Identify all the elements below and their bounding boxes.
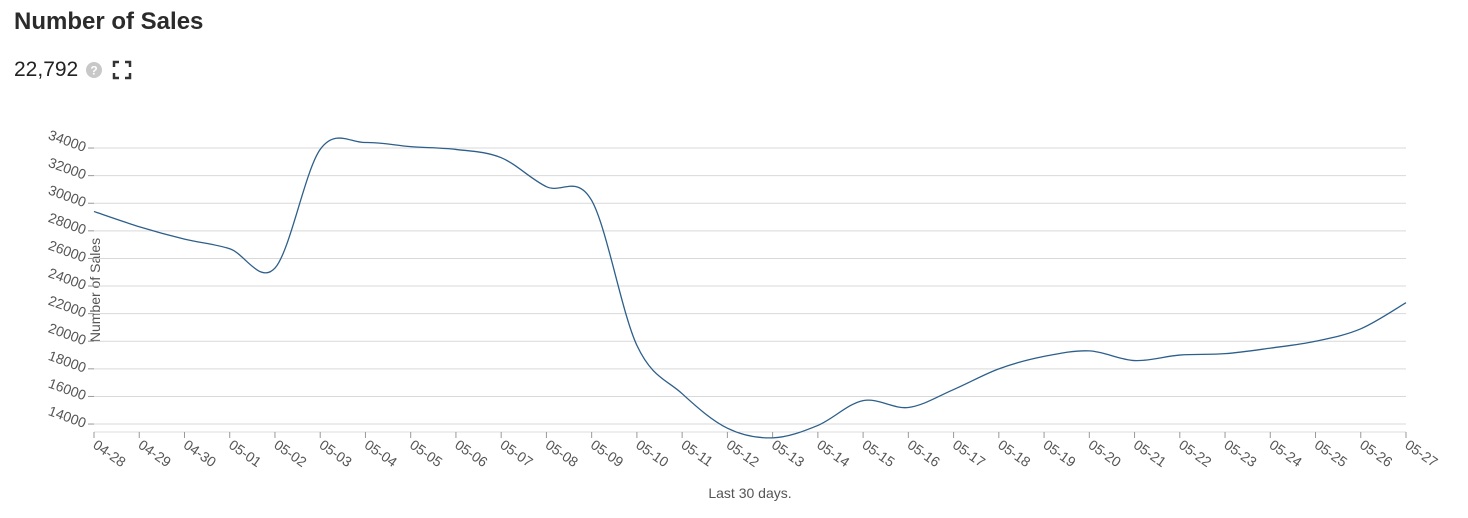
metric-value: 22,792: [14, 58, 79, 81]
data-line: [93, 137, 1407, 439]
x-tick-label: 04-30: [181, 436, 220, 470]
y-tick-label: 20000: [46, 320, 88, 348]
y-tick-label: 22000: [46, 292, 88, 320]
help-icon[interactable]: [86, 62, 103, 78]
x-tick-label: 05-20: [1086, 436, 1125, 470]
x-tick-label: 05-13: [769, 436, 808, 470]
y-tick-label: 30000: [46, 182, 88, 210]
x-tick-label: 05-26: [1357, 436, 1396, 470]
x-tick-label: 05-23: [1221, 436, 1260, 470]
x-tick-label: 05-22: [1176, 436, 1215, 470]
x-tick-label: 05-01: [226, 436, 265, 470]
x-tick-label: 05-03: [316, 436, 355, 470]
x-tick-label: 05-11: [678, 436, 716, 469]
x-tick-label: 05-21: [1131, 436, 1170, 470]
x-tick-label: 04-29: [136, 436, 175, 470]
x-axis-label: Last 30 days.: [708, 485, 791, 501]
x-tick-label: 05-05: [407, 436, 446, 470]
x-tick-label: 05-18: [995, 436, 1034, 470]
y-tick-label: 26000: [46, 237, 88, 265]
y-tick-label: 32000: [46, 154, 88, 182]
y-tick-label: 34000: [46, 127, 88, 155]
y-tick-label: 18000: [46, 347, 88, 375]
x-tick-label: 05-15: [859, 436, 898, 470]
x-tick-label: 05-17: [950, 436, 989, 470]
x-tick-label: 05-02: [271, 436, 310, 470]
metric: 22,792 ?: [14, 58, 144, 82]
x-tick-label: 05-27: [1402, 436, 1441, 470]
y-tick-label: 28000: [46, 209, 88, 237]
x-tick-label: 05-10: [633, 436, 672, 470]
y-tick-label: 16000: [46, 375, 88, 403]
fullscreen-icon[interactable]: [112, 60, 132, 80]
x-tick-label: 05-25: [1312, 436, 1351, 470]
icons: ?: [86, 60, 132, 80]
page-title: Number of Sales: [14, 8, 204, 35]
y-tick-label: 24000: [46, 265, 88, 293]
x-tick-label: 05-24: [1267, 436, 1306, 470]
x-tick-label: 05-19: [1040, 436, 1079, 470]
x-tick-label: 05-06: [452, 436, 491, 470]
help-glyph: ?: [91, 64, 98, 78]
x-tick-label: 05-04: [362, 436, 401, 470]
x-tick-label: 05-08: [543, 436, 582, 470]
x-tick-label: 04-28: [90, 436, 129, 470]
x-tick-label: 05-12: [724, 436, 763, 470]
y-axis-label: Number of Sales: [87, 238, 103, 342]
x-tick-label: 05-09: [588, 436, 627, 470]
x-tick-label: 05-14: [814, 436, 853, 470]
x-tick-label: 05-07: [497, 436, 536, 470]
y-tick-label: 14000: [46, 403, 88, 431]
x-tick-label: 05-16: [905, 436, 944, 470]
